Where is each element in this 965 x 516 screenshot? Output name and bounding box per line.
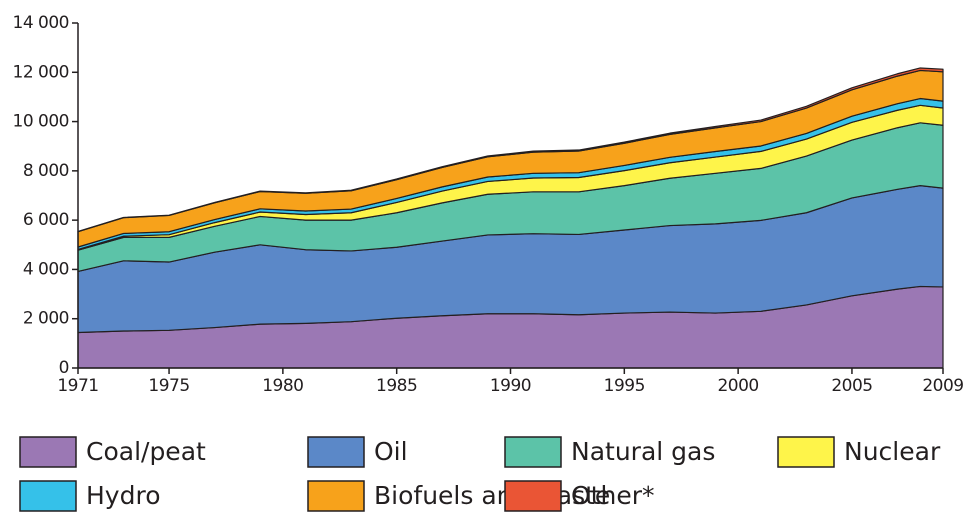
x-tick-label: 2000 — [717, 376, 758, 396]
legend-item: Nuclear — [777, 436, 941, 468]
legend-label: Coal/peat — [86, 437, 206, 466]
legend-label: Nuclear — [844, 437, 941, 466]
x-tick-label: 1975 — [148, 376, 189, 396]
y-tick-label: 12 000 — [13, 62, 69, 82]
x-tick-label: 1995 — [604, 376, 645, 396]
legend-label: Oil — [374, 437, 408, 466]
legend-swatch — [504, 480, 562, 512]
y-tick-label: 2 000 — [23, 309, 69, 329]
legend-swatch — [19, 436, 77, 468]
legend-label: Hydro — [86, 481, 161, 510]
y-tick-label: 6 000 — [23, 210, 69, 230]
legend-swatch — [307, 480, 365, 512]
legend-swatch — [307, 436, 365, 468]
area — [77, 67, 944, 233]
legend-item: Coal/peat — [19, 436, 206, 468]
y-tick-label: 14 000 — [13, 13, 69, 33]
y-tick-label: 10 000 — [13, 112, 69, 132]
legend-label: Biofuels and waste — [374, 481, 610, 510]
y-tick-label: 8 000 — [23, 161, 69, 181]
x-tick-label: 1985 — [376, 376, 417, 396]
legend-swatch — [777, 436, 835, 468]
y-tick-label: 0 — [59, 358, 69, 378]
x-tick-label: 2009 — [922, 376, 963, 396]
x-tick-label: 1980 — [262, 376, 303, 396]
legend-item: Other* — [504, 480, 654, 512]
legend-item: Hydro — [19, 480, 161, 512]
legend-swatch — [19, 480, 77, 512]
x-tick-label: 1971 — [57, 376, 98, 396]
legend-label: Natural gas — [571, 437, 715, 466]
legend-item: Oil — [307, 436, 408, 468]
legend-swatch — [504, 436, 562, 468]
y-tick-label: 4 000 — [23, 259, 69, 279]
x-tick-label: 1990 — [490, 376, 531, 396]
legend-item: Biofuels and waste — [307, 480, 610, 512]
legend-label: Other* — [571, 481, 654, 510]
x-tick-label: 2005 — [831, 376, 872, 396]
legend-item: Natural gas — [504, 436, 715, 468]
